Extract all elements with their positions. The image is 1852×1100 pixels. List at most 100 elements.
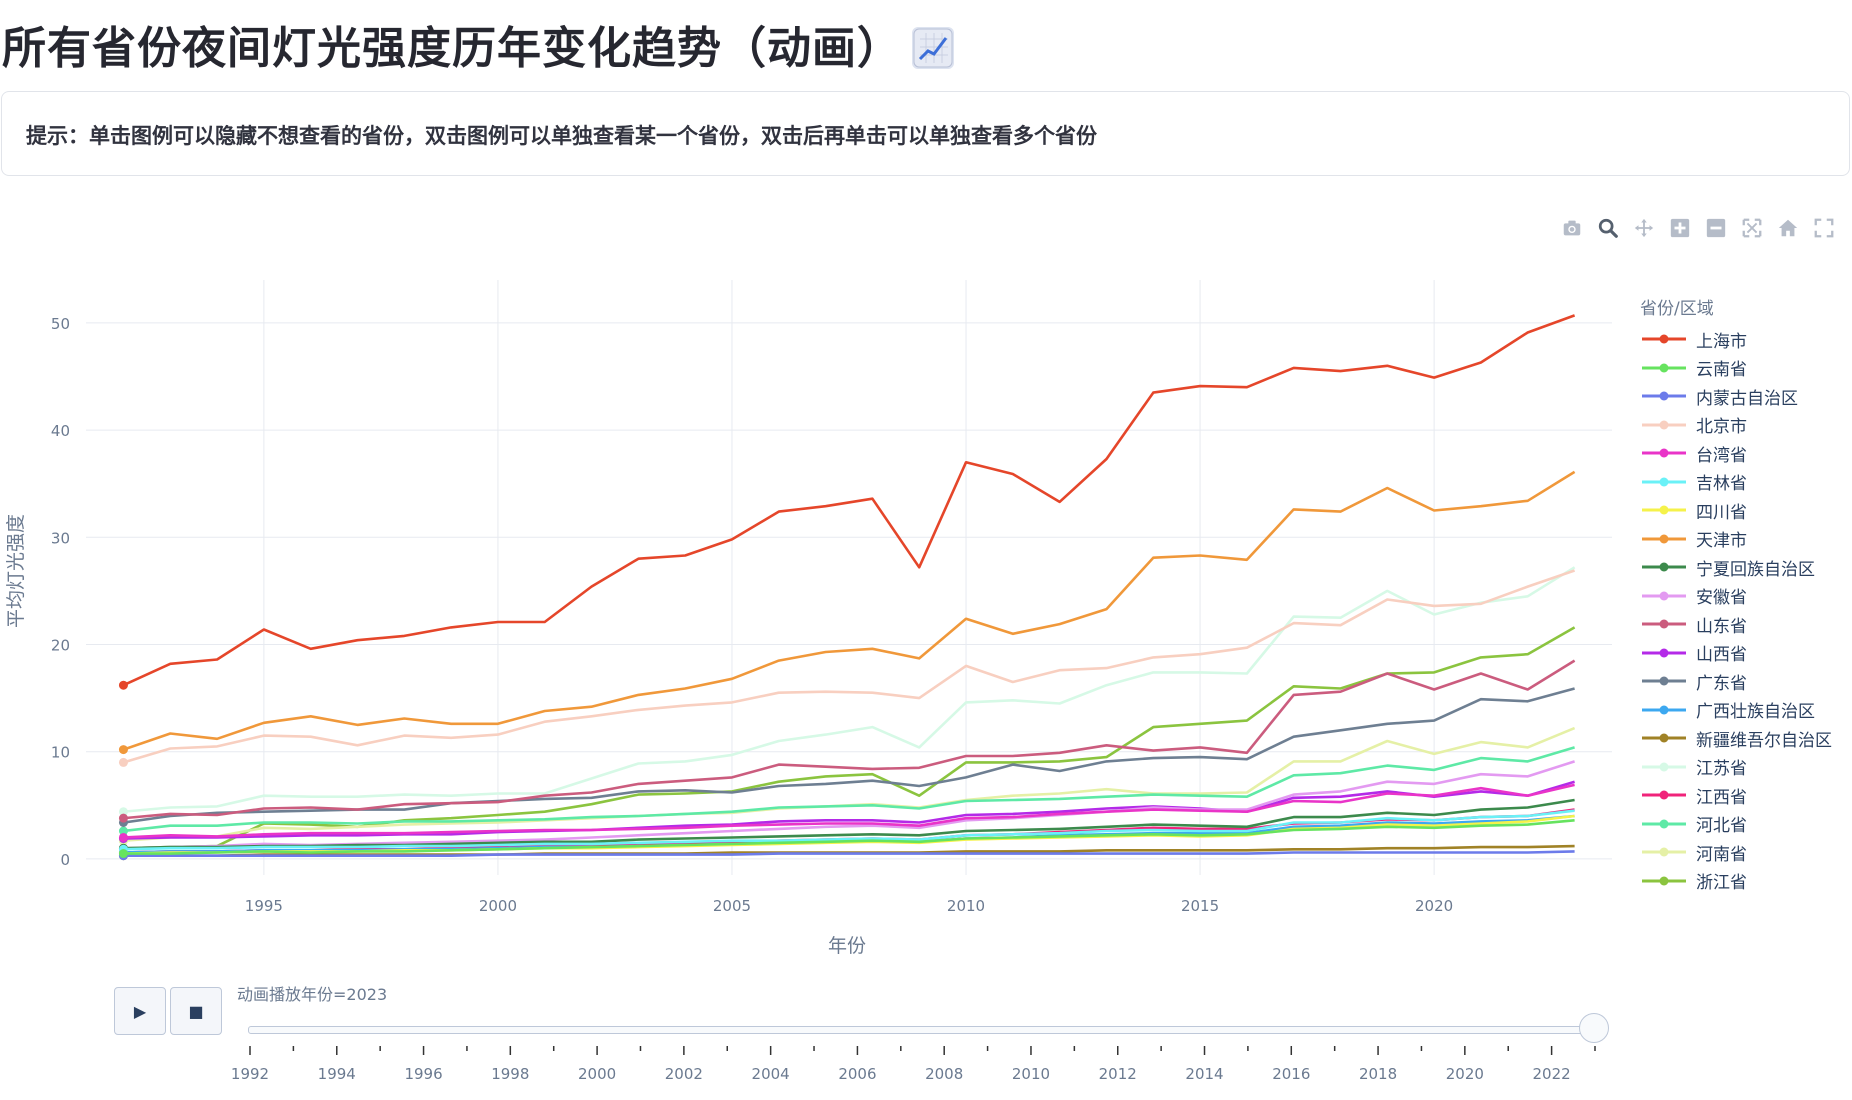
series-line[interactable] [122,314,1576,687]
series-line[interactable] [123,809,1575,851]
hint-text: 提示：单击图例可以隐藏不想查看的省份，双击图例可以单独查看某一个省份，双击后再单… [26,124,1097,148]
x-tick-label: 1995 [245,897,283,915]
series-line[interactable] [123,780,1575,840]
zoom-in-icon[interactable] [1666,214,1694,242]
legend-swatch-icon [1642,847,1686,857]
camera-icon[interactable] [1558,214,1586,242]
zoom-out-icon[interactable] [1702,214,1730,242]
legend: 省份/区域 上海市 云南省 内蒙古自治区北京市 台湾省 吉林省四川省天津市 宁夏回族自治区… [1640,294,1832,895]
legend-label: 河南省 [1696,844,1747,865]
y-tick-label: 30 [51,529,70,547]
series-line[interactable] [123,566,1576,813]
legend-swatch-icon [1642,676,1686,686]
legend-item[interactable]: 内蒙古自治区 [1640,382,1832,411]
legend-item[interactable]: 安徽省 [1640,582,1832,611]
legend-label: 山东省 [1696,616,1747,637]
stop-icon: ■ [188,1001,204,1021]
pan-icon[interactable] [1630,214,1658,242]
slider-current-value: 动画播放年份=2023 [237,985,388,1004]
legend-item[interactable]: 河北省 [1640,810,1832,839]
series-start-point[interactable] [118,745,128,755]
legend-item[interactable]: 浙江省 [1640,867,1832,896]
x-tick-label: 2010 [947,897,985,915]
zoom-icon[interactable] [1594,214,1622,242]
legend-item[interactable]: 云南省 [1640,354,1832,383]
legend-swatch-icon [1642,363,1686,373]
legend-swatch-icon [1642,591,1686,601]
series-line[interactable] [123,819,1575,855]
y-tick-label: 40 [51,422,70,440]
legend-label: 天津市 [1696,531,1747,552]
legend-item[interactable]: 天津市 [1640,525,1832,554]
series-line[interactable] [123,746,1575,833]
slider-tick-label: 2014 [1185,1065,1223,1083]
legend-item[interactable]: 河南省 [1640,838,1832,867]
legend-swatch-icon [1642,562,1686,572]
y-tick-label: 20 [51,637,70,655]
legend-swatch-icon [1642,619,1686,629]
slider-tick-label: 2004 [752,1065,790,1083]
legend-swatch-icon [1642,334,1686,344]
series-start-point[interactable] [118,849,128,859]
legend-label: 北京市 [1696,417,1747,438]
grid-lines [86,280,1612,875]
legend-item[interactable]: 江西省 [1640,781,1832,810]
page-title-text: 所有省份夜间灯光强度历年变化趋势（动画） [2,23,902,74]
legend-item[interactable]: 江苏省 [1640,753,1832,782]
legend-swatch-icon [1642,534,1686,544]
legend-item[interactable]: 宁夏回族自治区 [1640,553,1832,582]
slider-tick-label: 2002 [665,1065,703,1083]
legend-swatch-icon [1642,505,1686,515]
legend-label: 江苏省 [1696,759,1747,780]
series-line[interactable] [123,569,1576,764]
series-line[interactable] [123,850,1575,858]
legend-swatch-icon [1642,420,1686,430]
legend-item[interactable]: 广东省 [1640,667,1832,696]
legend-swatch-icon [1642,391,1686,401]
legend-label: 河北省 [1696,816,1747,837]
slider-tick-label: 2020 [1446,1065,1484,1083]
legend-item[interactable]: 广西壮族自治区 [1640,696,1832,725]
stop-button[interactable]: ■ [170,987,222,1035]
slider-tick-label: 2008 [925,1065,963,1083]
legend-label: 浙江省 [1696,873,1747,894]
legend-item[interactable]: 山东省 [1640,610,1832,639]
series-start-point[interactable] [118,680,128,690]
legend-label: 广西壮族自治区 [1696,702,1815,723]
series-start-point[interactable] [118,832,128,842]
legend-items: 上海市 云南省 内蒙古自治区北京市 台湾省 吉林省四川省天津市 宁夏回族自治区 安徽省山东省… [1640,325,1832,895]
legend-item[interactable]: 新疆维吾尔自治区 [1640,724,1832,753]
legend-item[interactable]: 四川省 [1640,496,1832,525]
fullscreen-icon[interactable] [1810,214,1838,242]
legend-item[interactable]: 北京市 [1640,411,1832,440]
legend-swatch-icon [1642,448,1686,458]
series-start-point[interactable] [118,757,128,767]
series-start-point[interactable] [118,826,128,836]
play-icon: ▶ [133,1001,147,1021]
x-axis-title: 年份 [828,935,866,957]
legend-item[interactable]: 上海市 [1640,325,1832,354]
legend-item[interactable]: 台湾省 [1640,439,1832,468]
slider-ticks: 1992 1994 1996 1998 2000 2002 2004 2006 2008 2010… [231,1046,1596,1083]
series-line[interactable] [122,470,1576,751]
play-button[interactable]: ▶ [114,987,166,1035]
axis-ticks: 0 10 20 30 40 50 1995 2000 2005 2010 2015 2020 [51,315,1453,915]
legend-item[interactable]: 吉林省 [1640,468,1832,497]
series-line[interactable] [123,659,1576,820]
slider-handle[interactable] [1579,1013,1609,1043]
legend-swatch-icon [1642,477,1686,487]
series-line[interactable] [123,798,1575,850]
reset-axes-icon[interactable] [1774,214,1802,242]
series-lines [118,314,1576,861]
slider-tick-label: 2012 [1099,1065,1137,1083]
series-start-point[interactable] [118,813,128,823]
legend-label: 江西省 [1696,787,1747,808]
series-start-point[interactable] [118,807,128,817]
legend-label: 四川省 [1696,502,1747,523]
series-line[interactable] [123,783,1575,839]
legend-item[interactable]: 山西省 [1640,639,1832,668]
legend-label: 山西省 [1696,645,1747,666]
legend-title: 省份/区域 [1640,299,1714,319]
autoscale-icon[interactable] [1738,214,1766,242]
page-title: 所有省份夜间灯光强度历年变化趋势（动画） [2,12,954,76]
